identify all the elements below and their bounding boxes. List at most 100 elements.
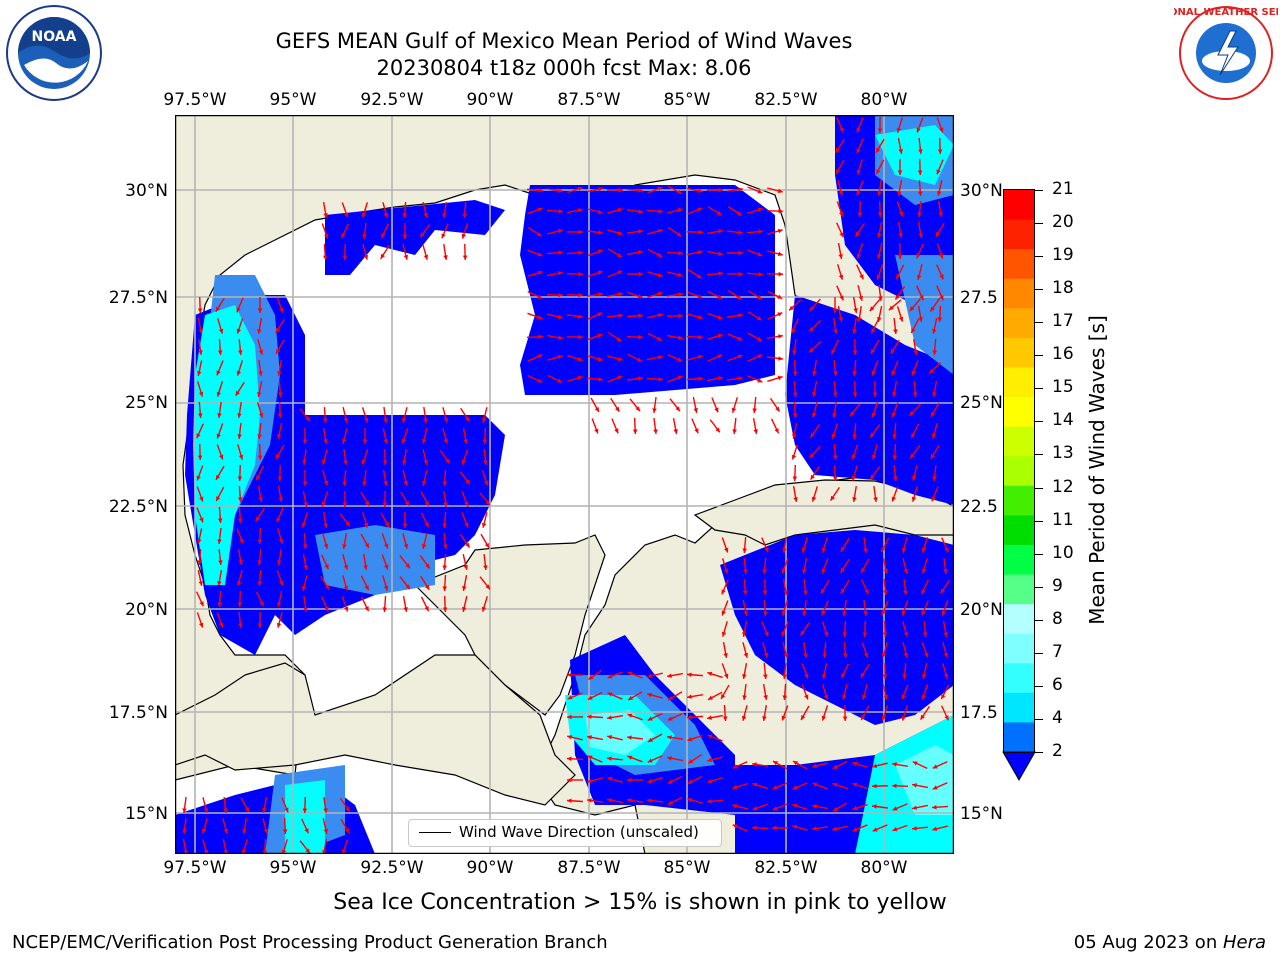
wave-arrow-head [363, 417, 369, 423]
graticule [175, 115, 954, 854]
wave-arrow-head [238, 623, 243, 628]
wave-arrow-head [558, 335, 563, 340]
colorbar-tick-label: 12 [1052, 476, 1074, 497]
wave-arrow-head [892, 827, 898, 832]
wave-arrow-head [263, 828, 269, 834]
wave-arrow-head [803, 590, 808, 595]
wave-arrow-head [870, 432, 875, 438]
wave-arrow-head [738, 187, 743, 192]
wave-arrow-head [256, 475, 261, 481]
wave-arrow-head [277, 434, 282, 439]
wave-arrow-head [896, 127, 902, 133]
wave-arrow-head [323, 439, 328, 444]
wave-arrow-head [216, 370, 221, 376]
wave-arrow-head [832, 413, 837, 418]
wave-arrow-head [721, 693, 726, 699]
colorbar-tick-label: 11 [1052, 509, 1074, 530]
wave-arrow-head [305, 416, 310, 422]
wave-arrow-head [696, 273, 702, 279]
wave-arrow-head [697, 207, 703, 212]
map-legend: Wind Wave Direction (unscaled) [408, 819, 722, 847]
wave-arrow-head [236, 370, 242, 376]
wave-arrow-head [872, 804, 877, 809]
wave-arrow-head [800, 630, 805, 636]
wave-arrow-head [648, 737, 654, 742]
wave-arrow-head [322, 418, 328, 423]
wave-arrow-head [893, 329, 898, 334]
wave-arrow-head [677, 207, 683, 213]
wave-arrow-head [697, 354, 703, 360]
wave-arrow-head [875, 147, 881, 153]
nws-logo-icon: NATIONAL WEATHER SERVICE [1174, 6, 1278, 100]
wave-arrow-head [216, 433, 221, 439]
wave-arrow-head [537, 315, 543, 320]
wave-arrow-head [863, 652, 869, 658]
wave-arrow-head [801, 714, 806, 720]
lat-tick-right: 25°N [960, 393, 1003, 413]
colorbar-tick-mark [1035, 487, 1043, 489]
wave-arrow-head [198, 413, 203, 418]
wave-arrow-head [909, 306, 915, 312]
wave-arrow-head [752, 782, 758, 788]
wave-arrow-head [736, 211, 742, 216]
wave-arrow-head [763, 652, 769, 658]
wave-arrow-head [632, 429, 638, 434]
lon-tick-bottom: 92.5°W [360, 858, 424, 878]
wave-arrow-head [877, 317, 882, 322]
wave-arrow-head [932, 826, 938, 832]
wave-arrow-head [793, 497, 798, 502]
wave-arrow-head [567, 777, 572, 783]
wave-arrow-head [597, 356, 603, 362]
wave-arrow-head [718, 187, 723, 193]
wave-arrow-head [443, 438, 449, 444]
wave-arrow-head [876, 169, 881, 175]
wave-arrow-head [777, 375, 783, 381]
wave-arrow-head [763, 674, 768, 679]
wave-arrow-head [877, 232, 882, 238]
wave-arrow-head [698, 376, 703, 382]
wave-arrow-head [871, 412, 877, 418]
wave-arrow-head [777, 228, 783, 234]
wave-arrow-head [198, 350, 203, 355]
wave-arrow-head [465, 416, 470, 422]
wave-arrow-head [578, 292, 583, 298]
wave-arrow-head [809, 347, 814, 353]
wave-arrow-head [443, 544, 448, 549]
wave-arrow-head [901, 694, 906, 700]
wave-arrow-head [802, 611, 807, 616]
wave-field-high [875, 125, 954, 185]
wave-arrow-head [742, 695, 747, 700]
wave-arrow-head [935, 231, 941, 237]
wave-arrow-head [764, 547, 769, 553]
wave-arrow-head [717, 315, 723, 320]
wave-arrow-head [871, 454, 877, 460]
wave-arrow-head [607, 715, 612, 720]
wave-arrow-head [876, 274, 881, 280]
wave-arrow-head [667, 779, 673, 784]
wave-arrow-head [707, 734, 713, 739]
wave-arrow-head [257, 455, 263, 460]
lat-tick-right: 30°N [960, 181, 1003, 201]
wave-arrow-head [441, 233, 446, 239]
wave-arrow-head [614, 428, 619, 434]
wave-arrow-head [257, 434, 262, 439]
wave-arrow-head [783, 652, 789, 658]
wave-arrow-head [764, 631, 769, 637]
wave-arrow-head [618, 292, 623, 297]
wave-arrow-head [198, 328, 203, 334]
wave-arrow-head [578, 314, 583, 319]
wave-arrow-head [284, 807, 289, 813]
wave-arrow-head [812, 392, 817, 397]
wave-arrow-head [803, 653, 808, 658]
colorbar-band [1004, 278, 1034, 309]
wave-arrow-head [851, 454, 856, 460]
wave-arrow-head [278, 392, 283, 397]
wave-arrow-head [364, 542, 369, 548]
wave-arrow-head [196, 433, 201, 439]
wave-arrow-head [278, 538, 284, 544]
wave-arrow-head [792, 434, 797, 439]
wave-arrow-head [197, 308, 203, 313]
wave-arrow-head [881, 610, 886, 616]
wave-arrow-head [918, 233, 923, 238]
wave-arrow-head [587, 798, 592, 803]
